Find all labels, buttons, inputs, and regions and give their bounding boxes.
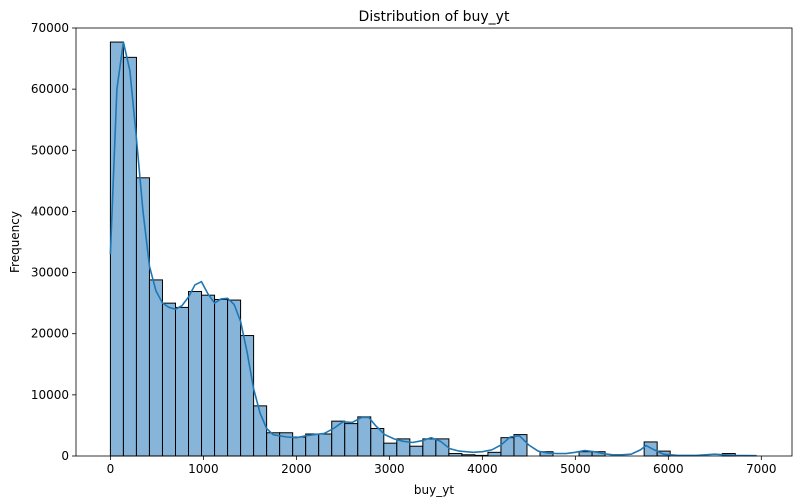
x-tick-label: 0 xyxy=(107,462,115,476)
histogram-bar xyxy=(292,436,307,457)
histogram-bar xyxy=(344,423,359,457)
y-axis-title: Frequency xyxy=(8,211,22,273)
histogram-bar xyxy=(201,294,216,457)
x-tick-label: 6000 xyxy=(653,462,684,476)
histogram-bar xyxy=(188,291,203,457)
x-tick-label: 4000 xyxy=(467,462,498,476)
x-axis-title: buy_yt xyxy=(414,483,454,497)
histogram-bar xyxy=(227,299,242,457)
x-tick-label: 7000 xyxy=(746,462,777,476)
x-ticks: 0 1000 2000 3000 4000 5000 6000 7000 xyxy=(107,456,777,476)
y-tick-label: 20000 xyxy=(31,327,69,341)
histogram-bar xyxy=(422,438,437,457)
histogram-bar xyxy=(578,451,593,457)
histogram-bar xyxy=(487,451,502,457)
histogram-bar xyxy=(435,438,450,457)
histogram-bar xyxy=(318,433,333,457)
histogram-bar xyxy=(135,177,150,457)
bars xyxy=(109,41,736,457)
axes-frame xyxy=(75,27,793,457)
histogram-bar xyxy=(383,442,398,457)
histogram-bar xyxy=(174,306,190,457)
x-tick-label: 3000 xyxy=(374,462,405,476)
x-tick-label: 5000 xyxy=(560,462,591,476)
y-ticks: 0 10000 20000 30000 40000 50000 60000 70000 xyxy=(31,21,76,463)
y-tick-label: 10000 xyxy=(31,388,69,402)
histogram-bar xyxy=(161,302,176,457)
y-tick-label: 70000 xyxy=(31,21,69,35)
y-tick-label: 30000 xyxy=(31,266,69,280)
histogram-bar xyxy=(331,420,346,457)
y-tick-label: 50000 xyxy=(31,143,69,157)
kde-line xyxy=(109,41,757,457)
histogram-bar xyxy=(305,433,320,457)
y-tick-label: 40000 xyxy=(31,204,69,218)
histogram-bar xyxy=(643,441,658,457)
histogram-bar xyxy=(409,445,424,457)
x-tick-label: 2000 xyxy=(281,462,312,476)
y-tick-label: 60000 xyxy=(31,82,69,96)
histogram-bar xyxy=(148,279,163,457)
y-tick-label: 0 xyxy=(61,449,69,463)
x-tick-label: 1000 xyxy=(188,462,219,476)
chart-title: Distribution of buy_yt xyxy=(359,9,510,25)
histogram-bar xyxy=(214,298,229,457)
histogram-bar xyxy=(357,416,372,457)
